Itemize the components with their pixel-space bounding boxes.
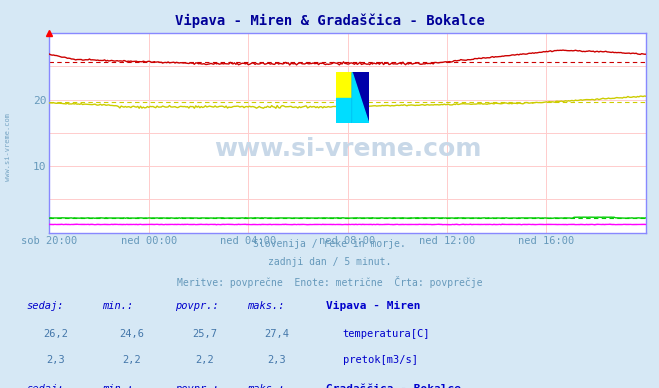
Polygon shape — [352, 73, 368, 123]
Text: maks.:: maks.: — [247, 384, 285, 388]
Text: 25,7: 25,7 — [192, 329, 217, 339]
Text: Slovenija / reke in morje.: Slovenija / reke in morje. — [253, 239, 406, 249]
Text: min.:: min.: — [102, 301, 133, 311]
Text: 2,2: 2,2 — [195, 355, 214, 365]
Text: www.si-vreme.com: www.si-vreme.com — [214, 137, 481, 161]
Text: www.si-vreme.com: www.si-vreme.com — [5, 113, 11, 182]
Text: temperatura[C]: temperatura[C] — [343, 329, 430, 339]
Text: zadnji dan / 5 minut.: zadnji dan / 5 minut. — [268, 257, 391, 267]
Text: povpr.:: povpr.: — [175, 384, 218, 388]
Text: pretok[m3/s]: pretok[m3/s] — [343, 355, 418, 365]
Text: povpr.:: povpr.: — [175, 301, 218, 311]
Text: sedaj:: sedaj: — [26, 384, 64, 388]
Text: 2,2: 2,2 — [123, 355, 141, 365]
Text: sedaj:: sedaj: — [26, 301, 64, 311]
Text: 27,4: 27,4 — [264, 329, 289, 339]
Text: Vipava - Miren & Gradaščica - Bokalce: Vipava - Miren & Gradaščica - Bokalce — [175, 14, 484, 28]
Text: min.:: min.: — [102, 384, 133, 388]
Text: Meritve: povprečne  Enote: metrične  Črta: povprečje: Meritve: povprečne Enote: metrične Črta:… — [177, 276, 482, 288]
Text: 26,2: 26,2 — [43, 329, 69, 339]
Text: 2,3: 2,3 — [47, 355, 65, 365]
Text: 24,6: 24,6 — [119, 329, 144, 339]
Bar — [352, 73, 368, 123]
Bar — [335, 98, 352, 123]
Text: 2,3: 2,3 — [268, 355, 286, 365]
Text: Vipava - Miren: Vipava - Miren — [326, 301, 420, 311]
Text: maks.:: maks.: — [247, 301, 285, 311]
Text: Gradaščica - Bokalce: Gradaščica - Bokalce — [326, 384, 461, 388]
Bar — [335, 73, 352, 98]
